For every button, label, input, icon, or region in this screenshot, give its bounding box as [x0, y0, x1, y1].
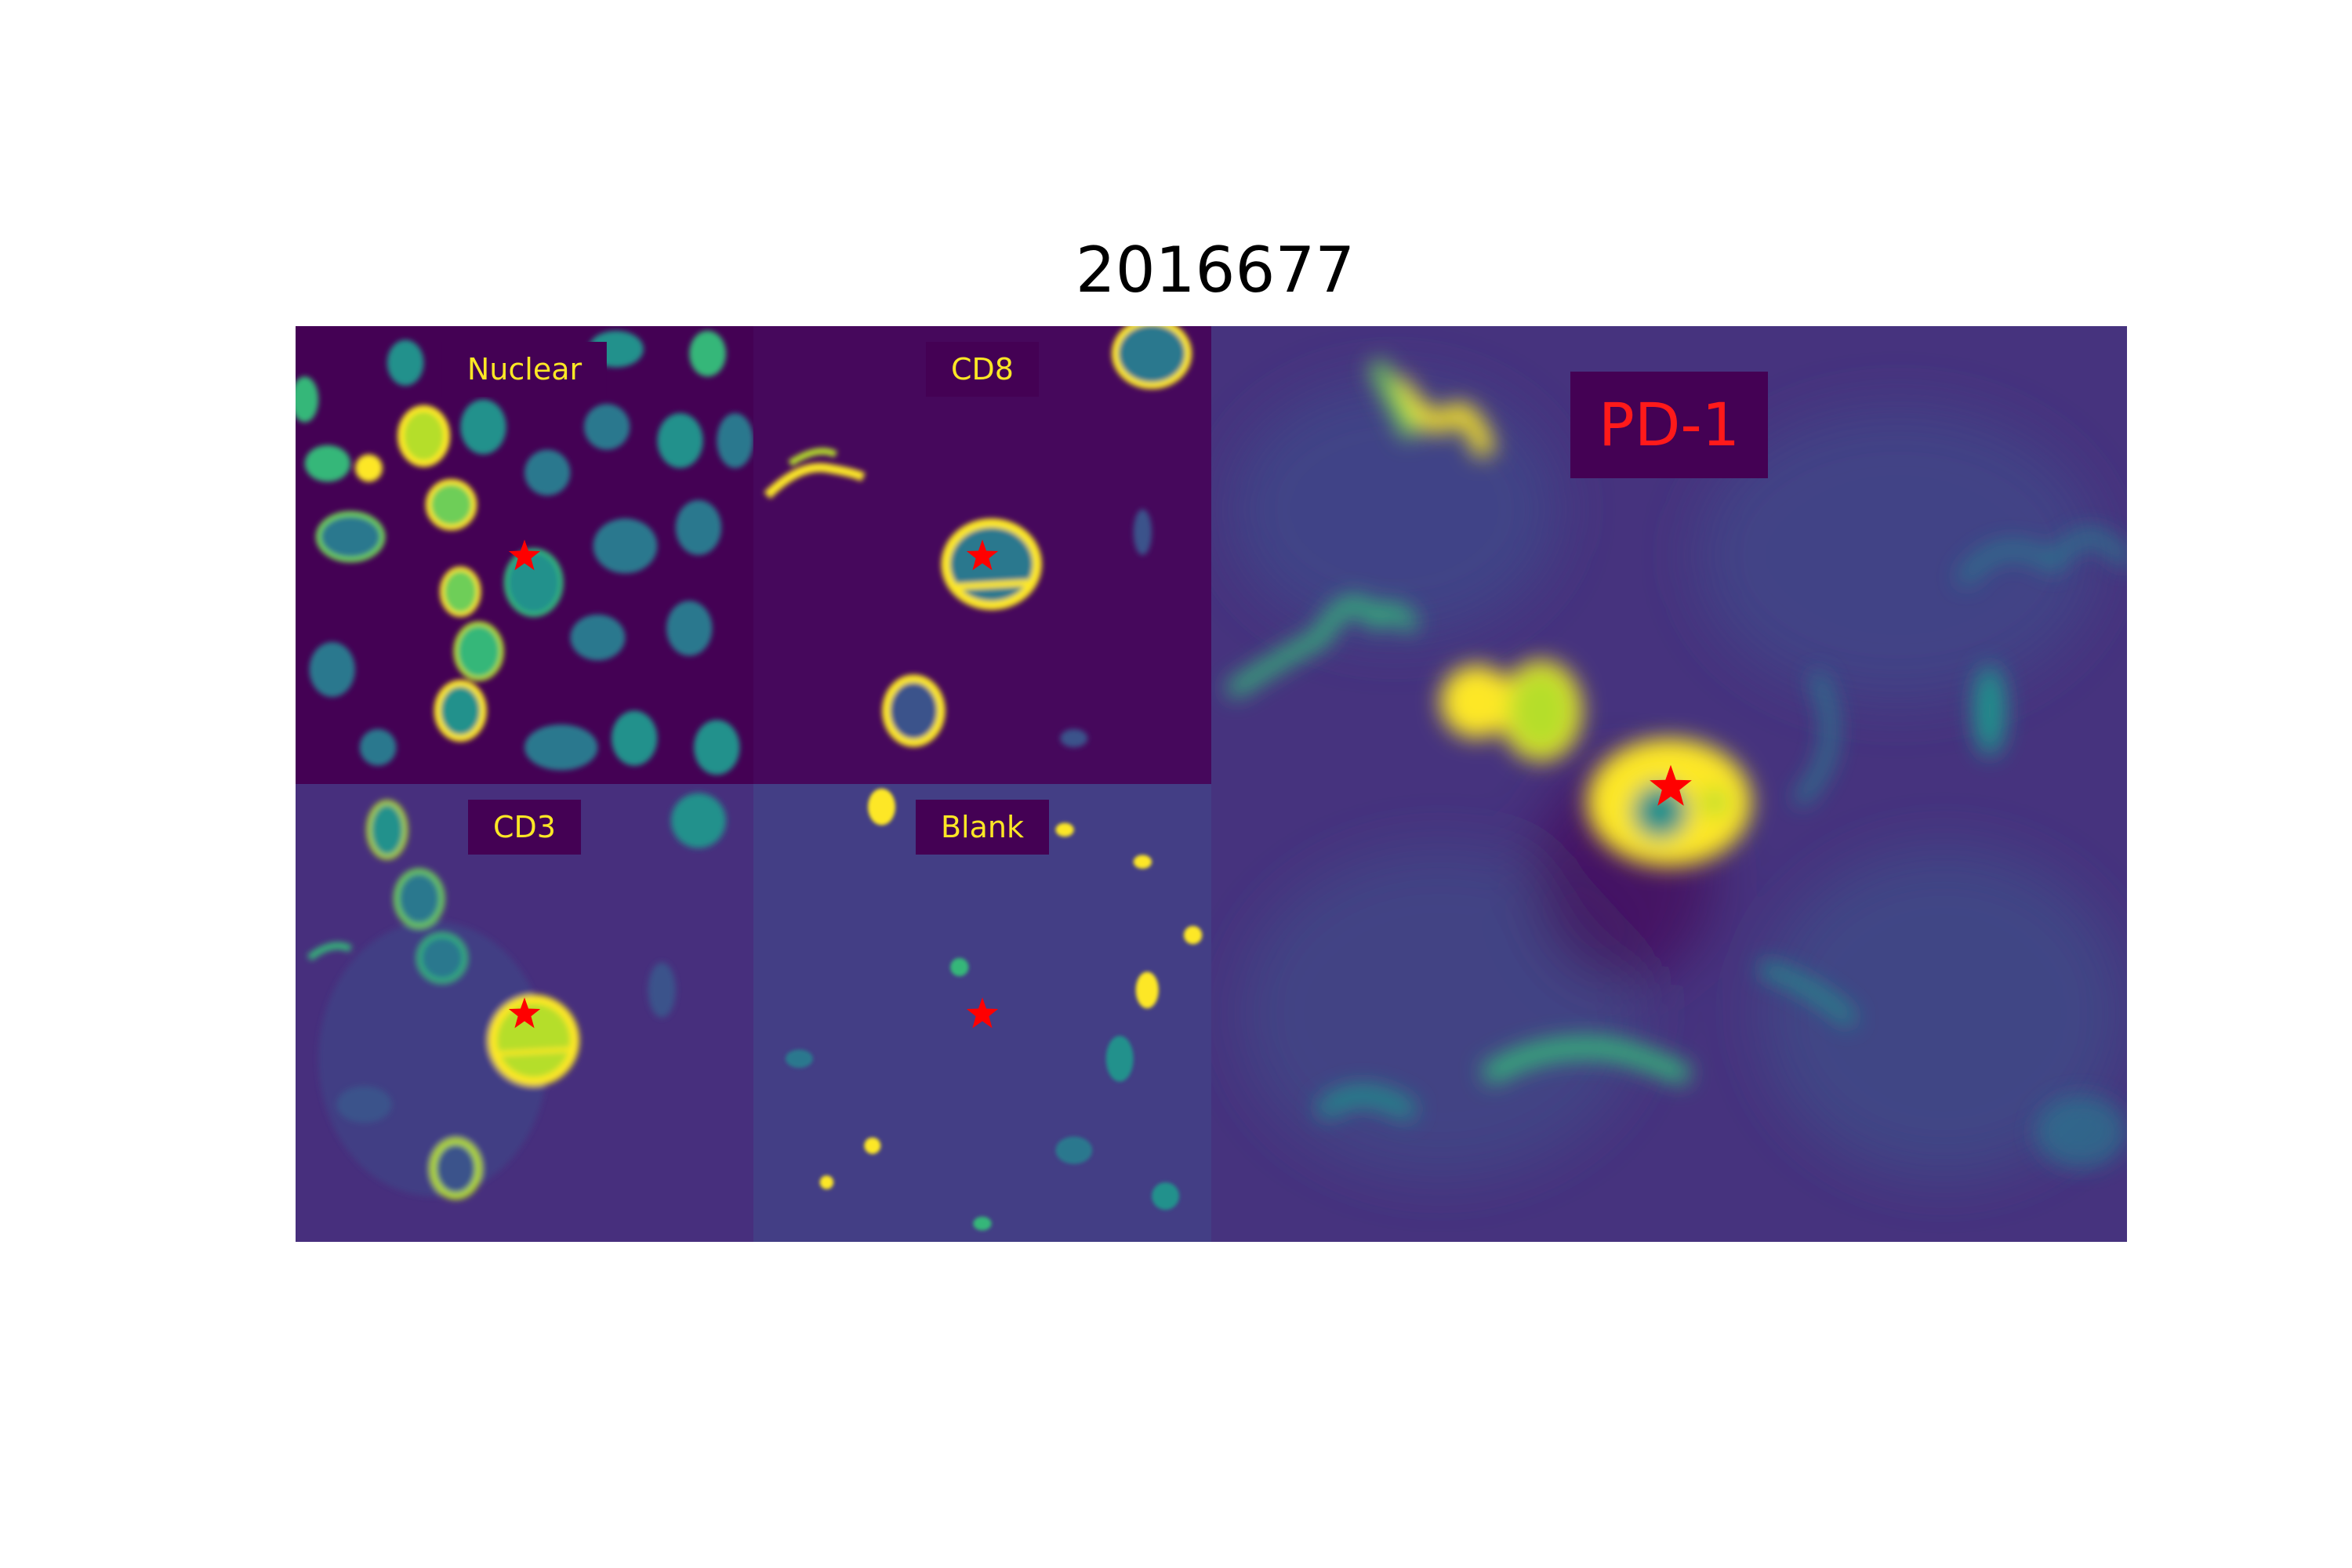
panel-blank: Blank: [753, 784, 1211, 1242]
panel-nuclear: Nuclear: [296, 326, 753, 784]
panel-label-nuclear: Nuclear: [441, 342, 608, 397]
nuclear-image: [296, 326, 753, 784]
figure-title: 2016677: [1075, 234, 1356, 307]
pd1-image: [1211, 326, 2127, 1242]
panel-pd1: PD-1: [1211, 326, 2127, 1242]
panel-label-cd8: CD8: [926, 342, 1039, 397]
panel-label-cd3: CD3: [468, 800, 581, 855]
panel-label-blank: Blank: [915, 800, 1050, 855]
panel-cd8: CD8: [753, 326, 1211, 784]
panel-cd3: CD3: [296, 784, 753, 1242]
panel-label-pd1: PD-1: [1570, 372, 1769, 478]
